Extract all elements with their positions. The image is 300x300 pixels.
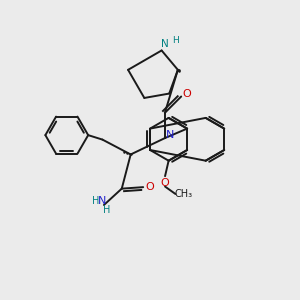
Text: O: O	[182, 88, 191, 98]
Text: N: N	[161, 39, 169, 49]
Text: CH₃: CH₃	[175, 189, 193, 199]
Text: O: O	[145, 182, 154, 192]
Text: N: N	[98, 196, 106, 206]
Text: N: N	[166, 130, 174, 140]
Text: O: O	[161, 178, 170, 188]
Text: H: H	[92, 196, 99, 206]
Text: H: H	[172, 37, 179, 46]
Text: H: H	[103, 205, 110, 215]
